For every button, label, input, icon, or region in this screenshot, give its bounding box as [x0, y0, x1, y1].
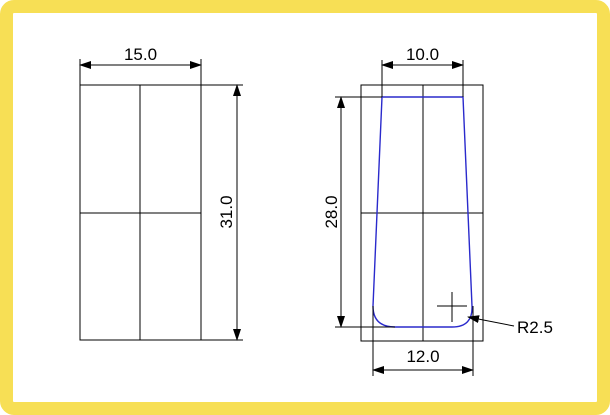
tapered-profile: [372, 96, 473, 328]
left-width-label: 15.0: [124, 45, 157, 64]
left-height-label: 31.0: [217, 195, 236, 228]
top-width-label: 10.0: [406, 45, 439, 64]
right-view: 10.0 28.0 12.0 R2.5: [322, 45, 553, 376]
right-height-label: 28.0: [322, 195, 341, 228]
bottom-width-label: 12.0: [406, 347, 439, 366]
left-view: 15.0 31.0: [79, 45, 243, 341]
radius-label: R2.5: [517, 318, 553, 337]
radius-leader-line: [467, 315, 515, 327]
